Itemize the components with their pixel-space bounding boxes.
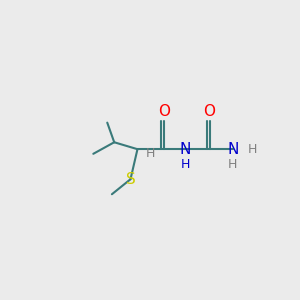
Text: H: H [248,143,257,156]
Text: N: N [179,142,191,157]
Text: H: H [228,158,238,171]
Text: O: O [204,103,216,118]
Text: O: O [158,103,170,118]
Text: N: N [227,142,238,157]
Text: H: H [146,147,155,160]
Text: H: H [181,158,190,171]
Text: S: S [126,172,135,187]
